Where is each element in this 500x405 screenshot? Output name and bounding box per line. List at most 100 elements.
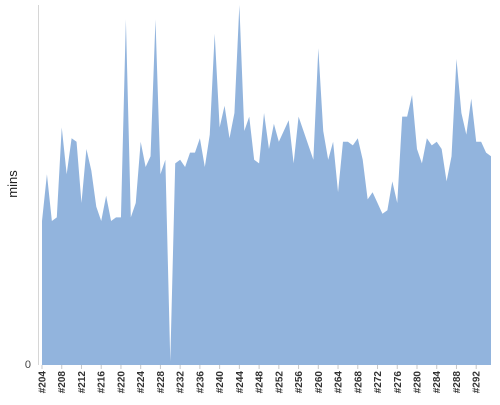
data-point (159, 173, 162, 176)
data-point (435, 140, 438, 143)
data-point (272, 122, 275, 125)
data-point (386, 209, 389, 212)
data-point (297, 115, 300, 118)
data-point (41, 220, 44, 223)
x-tick-label: #224 (136, 371, 147, 394)
data-point (401, 115, 404, 118)
x-tick-label: #248 (255, 371, 266, 394)
data-point (450, 155, 453, 158)
data-point (337, 191, 340, 194)
data-point (134, 202, 137, 205)
data-point (179, 158, 182, 161)
data-point (267, 148, 270, 151)
x-tick-label: #288 (452, 371, 463, 394)
x-tick-label: #292 (472, 371, 483, 394)
data-point (154, 18, 157, 21)
data-point (95, 205, 98, 208)
x-tick-label: #216 (97, 371, 108, 394)
x-tick-label: #232 (176, 371, 187, 394)
data-point (198, 137, 201, 140)
data-point (223, 104, 226, 107)
y-tick-label-0: 0 (25, 359, 31, 371)
data-point (381, 212, 384, 215)
data-point (60, 126, 63, 129)
x-tick-label: #204 (38, 371, 49, 394)
data-point (396, 202, 399, 205)
data-point (376, 202, 379, 205)
data-point (307, 144, 310, 147)
data-point (243, 130, 246, 133)
data-point (420, 162, 423, 165)
data-point (100, 220, 103, 223)
data-point (115, 216, 118, 219)
data-point (287, 119, 290, 122)
data-point (455, 58, 458, 61)
data-point (366, 198, 369, 201)
data-point (208, 133, 211, 136)
data-point (490, 155, 493, 158)
x-tick-label: #236 (195, 371, 206, 394)
data-point (119, 216, 122, 219)
data-point (149, 155, 152, 158)
data-point (341, 140, 344, 143)
x-tick-label: #268 (353, 371, 364, 394)
data-point (139, 140, 142, 143)
data-point (292, 162, 295, 165)
data-point (124, 18, 127, 21)
x-tick-label: #240 (215, 371, 226, 394)
x-tick-label: #220 (116, 371, 127, 394)
data-point (228, 137, 231, 140)
data-point (65, 173, 68, 176)
data-point (460, 112, 463, 115)
data-point (282, 130, 285, 133)
data-point (322, 130, 325, 133)
data-point (218, 126, 221, 129)
data-point (55, 216, 58, 219)
data-point (70, 137, 73, 140)
data-point (445, 180, 448, 183)
data-point (470, 97, 473, 100)
data-point (263, 112, 266, 115)
data-point (332, 140, 335, 143)
data-point (90, 169, 93, 172)
x-tick-label: #228 (156, 371, 167, 394)
data-point (361, 158, 364, 161)
data-point (485, 151, 488, 154)
x-tick-label: #256 (294, 371, 305, 394)
x-tick-label: #280 (412, 371, 423, 394)
data-point (480, 140, 483, 143)
data-point (391, 180, 394, 183)
data-point (105, 194, 108, 197)
data-point (75, 140, 78, 143)
data-point (277, 140, 280, 143)
data-point (351, 144, 354, 147)
x-tick-label: #260 (314, 371, 325, 394)
x-axis-ticks: #204 #208 #212 #216 #220 #224 #228 #232 #236 #240… (38, 365, 483, 393)
data-point (110, 220, 113, 223)
data-point (184, 166, 187, 169)
x-tick-label: #276 (393, 371, 404, 394)
data-point (213, 32, 216, 35)
data-point (440, 148, 443, 151)
data-point (129, 216, 132, 219)
data-point (411, 94, 414, 97)
data-point (248, 115, 251, 118)
x-tick-label: #284 (432, 371, 443, 394)
data-point (312, 158, 315, 161)
data-point (193, 151, 196, 154)
data-point (144, 166, 147, 169)
data-point (327, 158, 330, 161)
x-tick-label: #252 (274, 371, 285, 394)
data-point (45, 173, 48, 176)
x-tick-label: #272 (373, 371, 384, 394)
data-point (465, 133, 468, 136)
data-point (317, 47, 320, 50)
data-point (475, 140, 478, 143)
data-point (169, 360, 172, 363)
data-point (174, 162, 177, 165)
data-point (238, 4, 241, 7)
x-tick-label: #208 (57, 371, 68, 394)
data-point (164, 158, 167, 161)
